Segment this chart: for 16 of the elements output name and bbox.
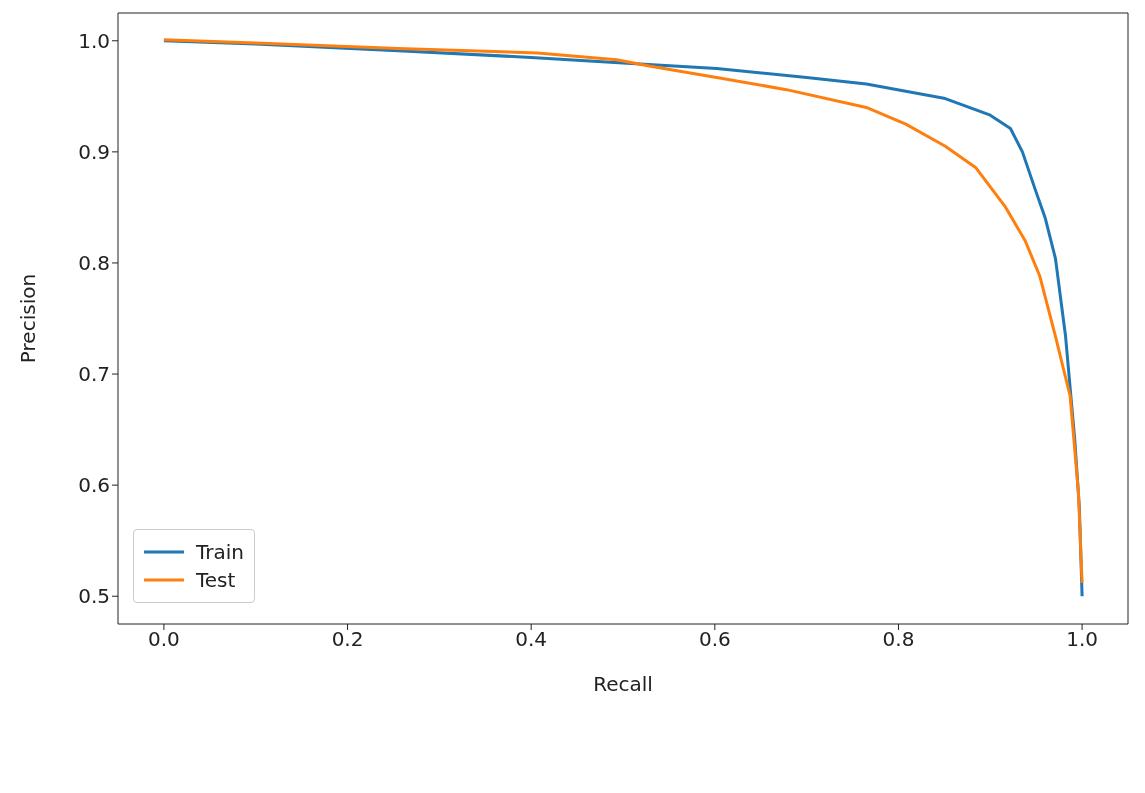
- x-tick-label: 0.2: [331, 627, 364, 652]
- y-tick-label: 0.9: [78, 139, 110, 164]
- x-tick-label: 0.8: [882, 627, 915, 652]
- x-tick-label: 0.0: [148, 627, 180, 652]
- y-tick-label: 0.7: [78, 362, 110, 387]
- y-tick-label: 0.5: [78, 584, 110, 609]
- legend-label: Test: [196, 568, 236, 592]
- x-axis-title: Recall: [593, 672, 653, 696]
- legend-label: Train: [196, 540, 244, 564]
- y-tick-label: 0.8: [78, 251, 110, 276]
- y-axis-title: Precision: [16, 273, 41, 364]
- x-tick-label: 1.0: [1066, 627, 1098, 652]
- y-tick-label: 1.0: [78, 28, 110, 53]
- x-tick-label: 0.6: [698, 627, 731, 652]
- y-tick-label: 0.6: [78, 473, 110, 498]
- x-tick-label: 0.4: [515, 627, 548, 652]
